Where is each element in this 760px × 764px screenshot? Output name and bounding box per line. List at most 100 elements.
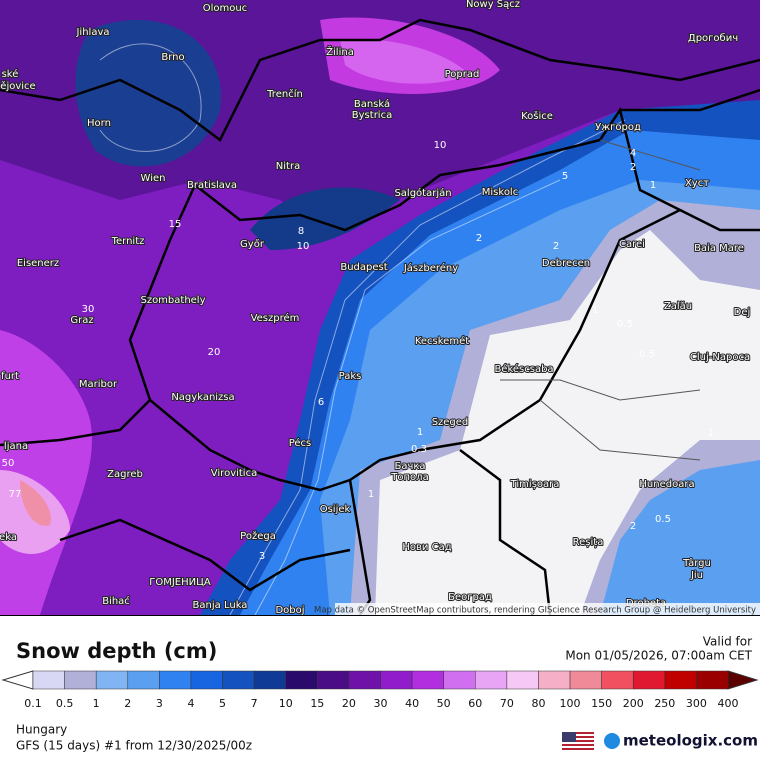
place-label: Žilina xyxy=(326,45,354,58)
colorbar-label: 150 xyxy=(591,697,612,710)
contour-label: 2 xyxy=(476,233,482,244)
colorbar-cell xyxy=(696,670,729,690)
place-label: Reșița xyxy=(573,537,604,548)
contour-label: 2 xyxy=(630,521,636,532)
place-label: Dej xyxy=(734,307,751,318)
place-label: furt xyxy=(1,371,19,382)
colorbar-cell xyxy=(64,670,97,690)
place-label: Cluj-Napoca xyxy=(690,352,750,363)
colorbar-cell xyxy=(95,670,129,690)
colorbar-label: 20 xyxy=(342,697,356,710)
place-label: Szombathely xyxy=(140,295,205,306)
place-label: Hunedoara xyxy=(639,479,694,490)
place-label: Zagreb xyxy=(107,469,143,480)
place-label: Carei xyxy=(619,239,645,250)
contour-label: 15 xyxy=(169,219,182,230)
colorbar-label: 2 xyxy=(124,697,131,710)
place-label: Osijek xyxy=(320,504,351,515)
colorbar-label: 80 xyxy=(531,697,545,710)
colorbar-cell xyxy=(411,670,444,690)
contour-label: 8 xyxy=(298,226,304,237)
colorbar-label: 5 xyxy=(219,697,226,710)
place-label: Nowy Sącz xyxy=(466,0,520,10)
colorbar-cell xyxy=(664,670,697,690)
place-label: ějovice xyxy=(0,80,35,92)
colorbar-cell xyxy=(632,670,666,690)
colorbar: 0.1 0.5 1 2 3 4 5 7 10 15 20 30 40 50 60 70 80 100 150 200 2… xyxy=(1,670,759,710)
field-7b xyxy=(250,187,400,250)
place-label: Нови Сад xyxy=(402,542,451,553)
place-label: Maribor xyxy=(79,379,118,390)
contour-label: 30 xyxy=(82,304,95,315)
contour-label: 2 xyxy=(630,162,636,173)
place-label: Pécs xyxy=(289,437,312,449)
contour-label: 5 xyxy=(562,171,568,182)
place-label: Bratislava xyxy=(187,180,237,191)
place-label: Eisenerz xyxy=(17,258,59,269)
colorbar-label: 10 xyxy=(279,697,293,710)
place-label: Salgótarján xyxy=(394,187,451,199)
colorbar-cell xyxy=(159,670,192,690)
colorbar-label: 40 xyxy=(405,697,419,710)
valid-time: Mon 01/05/2026, 07:00am CET xyxy=(565,649,752,663)
place-label: Bihać xyxy=(102,595,130,607)
place-label: Jihlava xyxy=(75,27,109,38)
colorbar-cell xyxy=(190,670,223,690)
colorbar-cell xyxy=(538,670,571,690)
place-label: Zalău xyxy=(664,301,692,312)
colorbar-cell xyxy=(380,670,413,690)
colorbar-cell xyxy=(222,670,255,690)
place-label: Miskolc xyxy=(482,187,518,198)
contour-label: 1 xyxy=(368,489,374,500)
colorbar-label: 1 xyxy=(93,697,100,710)
contour-label: 2 xyxy=(553,241,559,252)
place-label: Timișoara xyxy=(510,479,560,490)
contour-label: 1 xyxy=(708,428,714,439)
colorbar-label: 300 xyxy=(686,697,707,710)
place-label: Veszprém xyxy=(251,312,300,324)
place-label: Olomouc xyxy=(203,3,247,14)
place-label: Топола xyxy=(390,472,428,483)
place-label: Nitra xyxy=(276,161,300,172)
colorbar-cell xyxy=(506,670,539,690)
places: Olomouc Nowy Sącz Jihlava Brno Žilina Poprad Д… xyxy=(0,0,751,615)
colorbar-cell xyxy=(127,670,160,690)
place-label: Banja Luka xyxy=(193,600,248,611)
colorbar-label: 3 xyxy=(156,697,163,710)
place-label: Kecskemét xyxy=(415,335,469,347)
colorbar-label: 15 xyxy=(310,697,324,710)
place-label: Debrecen xyxy=(542,258,590,269)
place-label: ljana xyxy=(4,441,28,452)
place-label: Дрогобич xyxy=(688,33,738,44)
colorbar-cell xyxy=(443,670,476,690)
colorbar-low-arrow xyxy=(1,670,34,690)
contour-label: 10 xyxy=(297,241,310,252)
colorbar-cell xyxy=(317,670,350,690)
brand: meteologix.com xyxy=(623,732,758,750)
place-label: Paks xyxy=(339,371,362,382)
place-label: Požega xyxy=(240,530,276,542)
place-label: Târgu xyxy=(682,557,711,569)
place-label: Jiu xyxy=(690,570,703,581)
colorbar-cell xyxy=(475,670,508,690)
us-flag xyxy=(562,732,594,750)
contour-label: 1 xyxy=(417,427,423,438)
place-label: Győr xyxy=(240,238,265,250)
colorbar-label: 7 xyxy=(251,697,258,710)
colorbar-cell xyxy=(253,670,286,690)
colorbar-cell xyxy=(569,670,602,690)
place-label: Békéscsaba xyxy=(494,363,553,375)
place-label: ГОМЈЕНИЦА xyxy=(149,577,211,588)
map: Olomouc Nowy Sącz Jihlava Brno Žilina Poprad Д… xyxy=(0,0,760,615)
place-label: Bystrica xyxy=(352,110,392,121)
attribution-bg xyxy=(335,603,760,615)
colorbar-cell xyxy=(601,670,634,690)
colorbar-label: 250 xyxy=(654,697,675,710)
colorbar-label: 30 xyxy=(374,697,388,710)
place-label: Košice xyxy=(521,110,553,122)
contour-label: 77 xyxy=(9,489,22,500)
place-label: Jászberény xyxy=(403,262,458,274)
legend-title: Snow depth (cm) xyxy=(16,639,217,663)
contour-label: 6 xyxy=(318,397,324,408)
